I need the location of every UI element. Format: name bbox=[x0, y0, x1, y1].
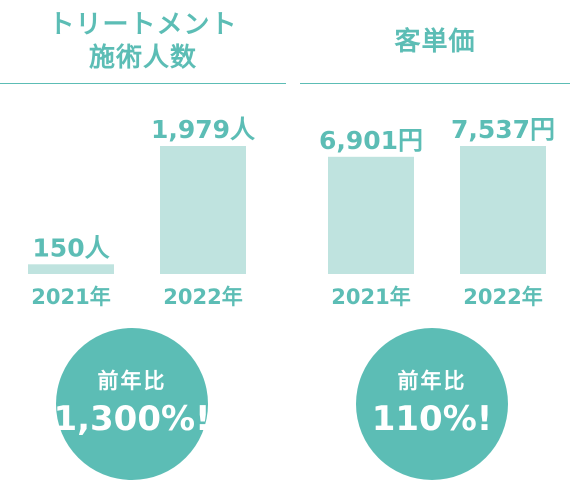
yoy-value: 1,300%! bbox=[53, 399, 211, 439]
bar-value-label: 7,537円 bbox=[451, 115, 555, 144]
category-label: 2021年 bbox=[31, 285, 110, 309]
bar-value-label: 6,901円 bbox=[319, 126, 423, 155]
bar-chart: 6,901円 2021年 7,537円 2022年 bbox=[300, 84, 570, 314]
title-divider bbox=[300, 83, 570, 84]
bar bbox=[28, 264, 114, 274]
yoy-badge: 前年比 1,300%! bbox=[53, 328, 211, 480]
yoy-label: 前年比 bbox=[97, 369, 167, 393]
bar bbox=[328, 156, 414, 274]
title-divider bbox=[0, 83, 286, 84]
yoy-value: 110%! bbox=[371, 399, 493, 439]
chart-title-line-2: 施術人数 bbox=[88, 43, 197, 73]
chart-panel-treatment-count: トリートメント 施術人数 150人 2021年 1,979人 2022年 前年比 1,… bbox=[0, 0, 286, 480]
bar bbox=[160, 146, 246, 274]
category-label: 2021年 bbox=[331, 285, 410, 309]
yoy-label: 前年比 bbox=[397, 369, 467, 393]
chart-title: トリートメント 施術人数 bbox=[0, 0, 286, 84]
bar-chart-svg: 150人 2021年 1,979人 2022年 bbox=[28, 115, 255, 309]
bar-value-label: 1,979人 bbox=[151, 115, 255, 144]
bar-chart-svg: 6,901円 2021年 7,537円 2022年 bbox=[319, 115, 555, 309]
chart-title-line-1: 客単価 bbox=[394, 26, 476, 57]
chart-title: 客単価 bbox=[300, 0, 570, 84]
bar-chart: 150人 2021年 1,979人 2022年 bbox=[0, 84, 286, 314]
bar-value-label: 150人 bbox=[32, 233, 109, 262]
category-label: 2022年 bbox=[163, 285, 242, 309]
category-label: 2022年 bbox=[463, 285, 542, 309]
yoy-badge: 前年比 110%! bbox=[356, 328, 508, 480]
bar bbox=[460, 146, 546, 274]
chart-title-line-1: トリートメント bbox=[48, 10, 238, 40]
chart-panel-unit-price: 客単価 6,901円 2021年 7,537円 2022年 前年比 110%! bbox=[300, 0, 570, 482]
